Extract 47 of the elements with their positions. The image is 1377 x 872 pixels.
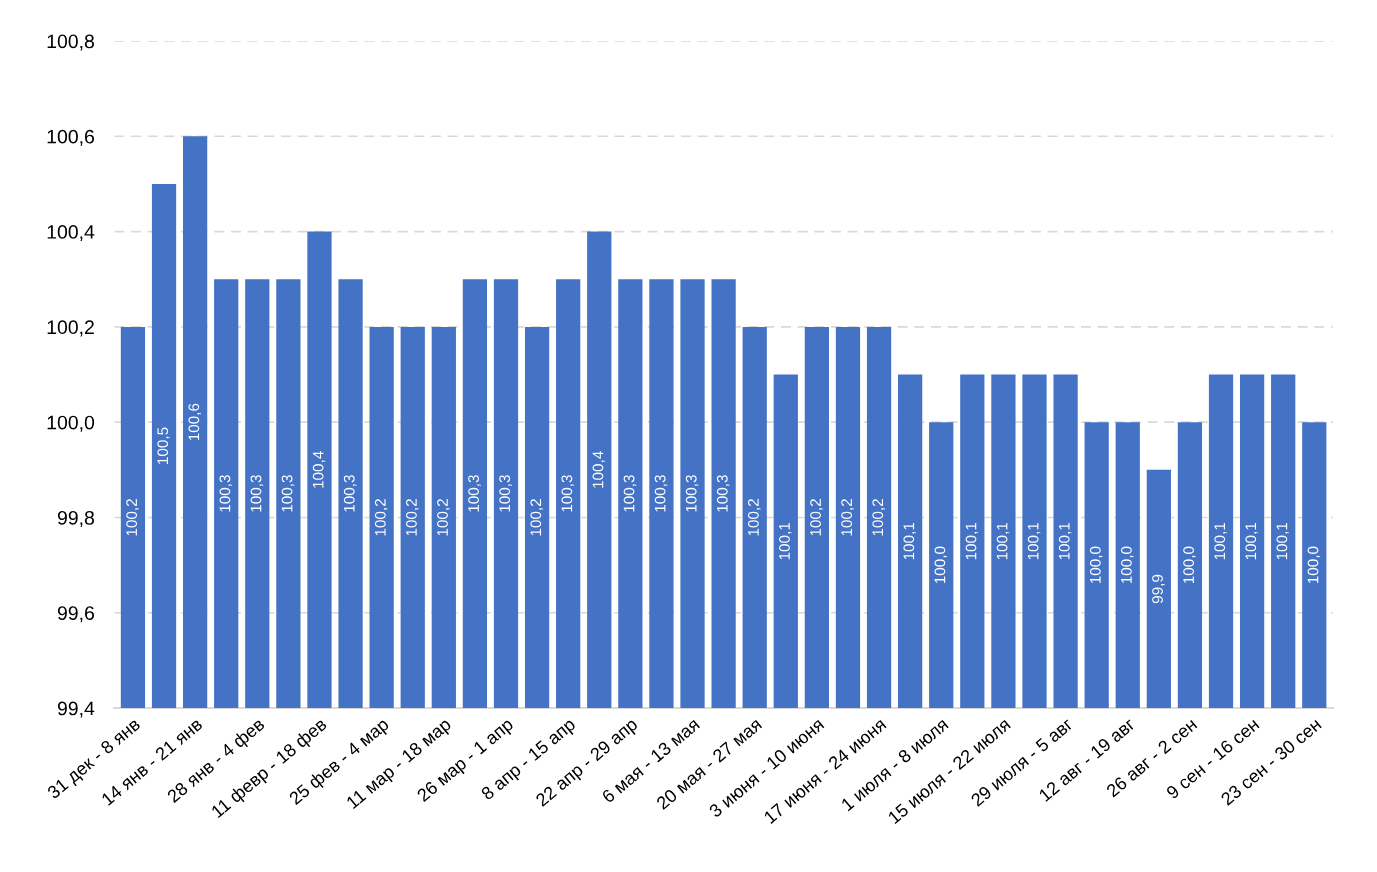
data-label: 100,3 (685, 475, 699, 512)
data-label: 100,4 (592, 451, 606, 488)
data-label: 100,2 (530, 499, 543, 536)
y-tick-label: 100,8 (47, 34, 95, 51)
data-label: 100,1 (965, 522, 979, 560)
data-label: 100,6 (188, 403, 202, 441)
y-tick-label: 100,6 (47, 129, 94, 146)
data-label: 100,1 (1245, 522, 1259, 560)
data-label: 100,2 (872, 499, 885, 536)
data-label: 100,3 (623, 475, 637, 512)
y-tick-label: 100,0 (47, 415, 95, 432)
data-label: 100,1 (1027, 522, 1041, 560)
data-label: 100,1 (1058, 522, 1072, 560)
data-label: 100,4 (312, 451, 326, 488)
data-label: 100,2 (437, 499, 450, 536)
data-label: 100,0 (1183, 546, 1196, 584)
data-label: 100,3 (343, 475, 357, 512)
data-label: 100,2 (406, 499, 419, 536)
data-label: 100,2 (126, 499, 139, 536)
data-label: 100,3 (250, 475, 264, 512)
y-tick-label: 100,2 (47, 320, 94, 337)
data-label: 99,9 (1152, 574, 1165, 604)
y-tick-label: 99,6 (57, 606, 94, 623)
data-label: 100,0 (1121, 546, 1134, 584)
data-label: 100,3 (219, 475, 233, 512)
y-tick-label: 99,4 (57, 701, 95, 718)
data-label: 100,1 (779, 522, 792, 560)
data-label: 100,2 (747, 499, 761, 536)
data-label: 100,2 (374, 499, 388, 536)
data-label: 100,1 (1276, 522, 1290, 560)
data-label: 100,3 (499, 475, 512, 512)
y-tick-label: 100,4 (47, 225, 95, 242)
data-label: 100,1 (903, 522, 917, 560)
data-label: 100,2 (810, 499, 823, 536)
data-label: 100,0 (934, 546, 948, 584)
data-label: 100,2 (841, 499, 854, 536)
data-label: 100,3 (561, 475, 575, 512)
data-label: 100,3 (281, 475, 295, 512)
data-label: 100,3 (716, 475, 730, 512)
data-label: 100,1 (996, 522, 1010, 560)
data-label: 100,1 (1214, 522, 1227, 560)
data-label: 100,3 (468, 475, 481, 512)
data-label: 100,0 (1089, 546, 1103, 584)
data-label: 100,5 (157, 427, 170, 464)
y-tick-label: 99,8 (57, 510, 94, 527)
data-label: 100,3 (654, 475, 668, 512)
data-label: 100,0 (1307, 546, 1321, 584)
